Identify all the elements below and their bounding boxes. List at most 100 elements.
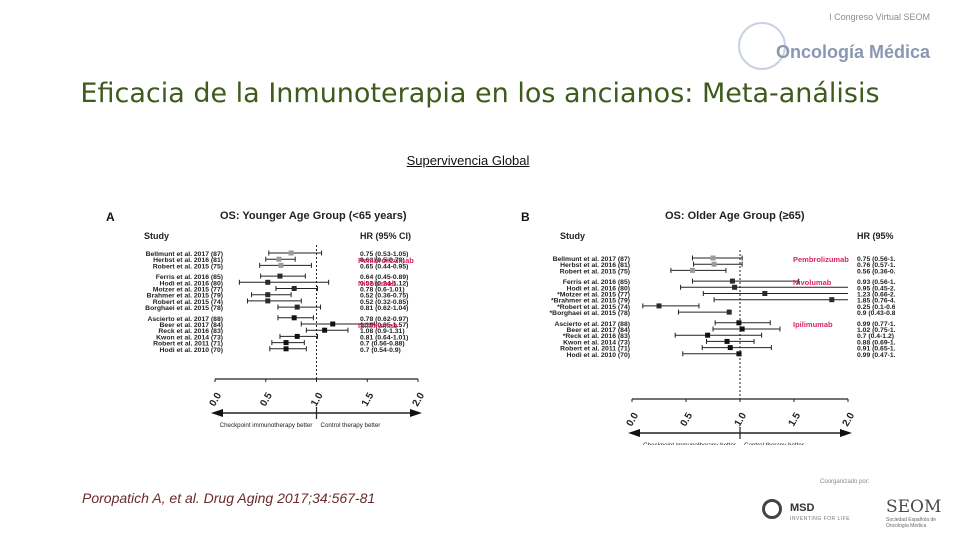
x-tick-label: 0.0 [625, 411, 642, 429]
study-label: Ferris et al. 2016 (85) [563, 279, 630, 286]
hr-value: 0.63 (0.5-0.79) [360, 257, 405, 264]
point-estimate [278, 262, 284, 268]
x-tick-label: 1.5 [787, 411, 804, 429]
point-estimate [291, 286, 297, 291]
study-label: Ascierto et al. 2017 (88) [147, 316, 223, 323]
point-estimate [265, 279, 271, 285]
study-label: Reck et al. 2016 (83) [158, 328, 223, 335]
point-estimate [265, 298, 271, 304]
hr-value: 0.25 (0.1-0.62) [857, 304, 895, 311]
point-estimate [736, 320, 742, 326]
drug-label: Pembrolizumab [358, 256, 414, 265]
hr-value: 0.7 (0.56-0.88) [360, 341, 405, 348]
congress-logo: I Congreso Virtual SEOM Oncología Médica [730, 6, 950, 76]
point-estimate [294, 333, 300, 339]
point-estimate [726, 309, 732, 315]
arrow-left-icon [628, 429, 640, 437]
study-label: Robert et al. 2015 (75) [560, 268, 630, 275]
hr-value: 1.85 (0.76-4.51) [857, 298, 895, 305]
point-estimate [276, 256, 282, 262]
hr-value: 0.81 (0.64-1.01) [360, 334, 408, 341]
study-label: Beer et al. 2017 (84) [160, 322, 223, 329]
panel-letter: A [106, 210, 115, 224]
hr-value: 0.9 (0.43-0.89) [857, 310, 895, 317]
chart-title: OS: Older Age Group (≥65) [665, 210, 805, 222]
study-label: Hodi et al. 2016 (80) [160, 280, 223, 287]
hr-value: 0.75 (0.56-1.02) [857, 256, 895, 263]
point-estimate [732, 284, 738, 290]
study-label: Kwon et al. 2014 (73) [563, 339, 630, 346]
study-label: *Motzer et al. 2015 (77) [557, 292, 630, 299]
drug-label: Nivolumab [793, 278, 832, 287]
hr-header: HR (95% CI) [360, 231, 411, 241]
drug-label: Ipilimumab [358, 321, 398, 330]
x-tick-label: 0.5 [679, 411, 696, 429]
point-estimate [727, 345, 733, 351]
hr-value: 1.23 (0.66-2.31) [857, 292, 895, 299]
x-tick-label: 0.5 [258, 391, 275, 409]
study-label: Robert et al. 2011 (71) [560, 346, 630, 353]
hr-value: 1.16 (0.85-1.57) [360, 322, 408, 329]
hr-value: 0.52 (0.24-1.12) [360, 280, 408, 287]
point-estimate [729, 278, 735, 284]
slide-title: Eficacia de la Inmunoterapia en los anci… [80, 78, 880, 109]
study-label: Herbst et al. 2016 (81) [153, 257, 223, 264]
hr-value: 0.93 (0.56-1.54) [857, 279, 895, 286]
study-label: *Reck et al. 2016 (83) [563, 333, 630, 340]
point-estimate [283, 340, 289, 346]
point-estimate [736, 351, 742, 357]
point-estimate [291, 315, 297, 321]
hr-value: 0.99 (0.77-1.28) [857, 321, 895, 328]
point-estimate [656, 303, 662, 309]
citation: Poropatich A, et al. Drug Aging 2017;34:… [82, 490, 376, 506]
hr-value: 0.56 (0.36-0.87) [857, 268, 895, 275]
hr-value: 0.65 (0.44-0.95) [360, 263, 408, 270]
hr-value: 0.52 (0.32-0.85) [360, 299, 408, 306]
point-estimate [710, 255, 716, 261]
study-label: Robert et al. 2011 (71) [153, 341, 223, 348]
hr-value: 0.52 (0.36-0.75) [360, 293, 408, 300]
hr-value: 0.7 (0.4-1.2) [857, 333, 894, 340]
hr-value: 0.7 (0.54-0.9) [360, 347, 401, 354]
study-label: Hodi et al. 2010 (70) [567, 352, 630, 359]
study-label: *Robert et al. 2015 (74) [557, 304, 630, 311]
hr-header: HR (95% CI) [857, 231, 895, 241]
drug-label: Ipilimumab [793, 320, 833, 329]
slide-subtitle: Supervivencia Global [406, 153, 530, 168]
drug-label: Pembrolizumab [793, 255, 849, 264]
hr-value: 0.64 (0.45-0.89) [360, 274, 408, 281]
hr-value: 0.99 (0.47-1.01) [857, 352, 895, 359]
point-estimate [689, 267, 695, 273]
x-tick-label: 1.0 [309, 391, 326, 409]
study-label: Bellmunt et al. 2017 (87) [146, 251, 223, 258]
arrow-right-label: Control therapy better [744, 442, 804, 445]
sponsor-logos: Coorganizado por: MSD INVENTING FOR LIFE… [750, 475, 950, 535]
congress-emblem-icon [738, 22, 786, 70]
msd-logo-icon [762, 499, 782, 519]
point-estimate [711, 261, 717, 267]
hr-value: 0.76 (0.57-1.02) [857, 262, 895, 269]
arrow-right-label: Control therapy better [321, 422, 381, 429]
x-tick-label: 0.0 [208, 391, 225, 409]
study-header: Study [144, 231, 169, 241]
drug-label: Nivolumab [358, 279, 397, 288]
hr-value: 0.88 (0.69-1.13) [857, 339, 895, 346]
hr-value: 0.95 (0.45-2.02) [857, 285, 895, 292]
point-estimate [288, 250, 294, 256]
point-estimate [705, 332, 711, 338]
arrow-left-icon [211, 409, 223, 417]
msd-name: MSD [790, 502, 815, 514]
seom-name: SEOM [886, 497, 942, 517]
chart-title: OS: Younger Age Group (<65 years) [220, 210, 407, 222]
sponsor-note: Coorganizado por: [820, 479, 870, 485]
point-estimate [265, 292, 271, 298]
point-estimate [283, 346, 289, 352]
msd-tagline: INVENTING FOR LIFE [790, 516, 851, 522]
panel-letter: B [521, 210, 530, 224]
hr-value: 0.78 (0.62-0.97) [360, 316, 408, 323]
x-tick-label: 2.0 [841, 411, 858, 429]
study-label: Brahmer et al. 2015 (79) [147, 293, 223, 300]
study-label: Hodi et al. 2016 (80) [567, 285, 630, 292]
study-label: Kwon et al. 2014 (73) [156, 334, 223, 341]
arrow-left-label: Checkpoint immunotherapy better [643, 442, 736, 445]
